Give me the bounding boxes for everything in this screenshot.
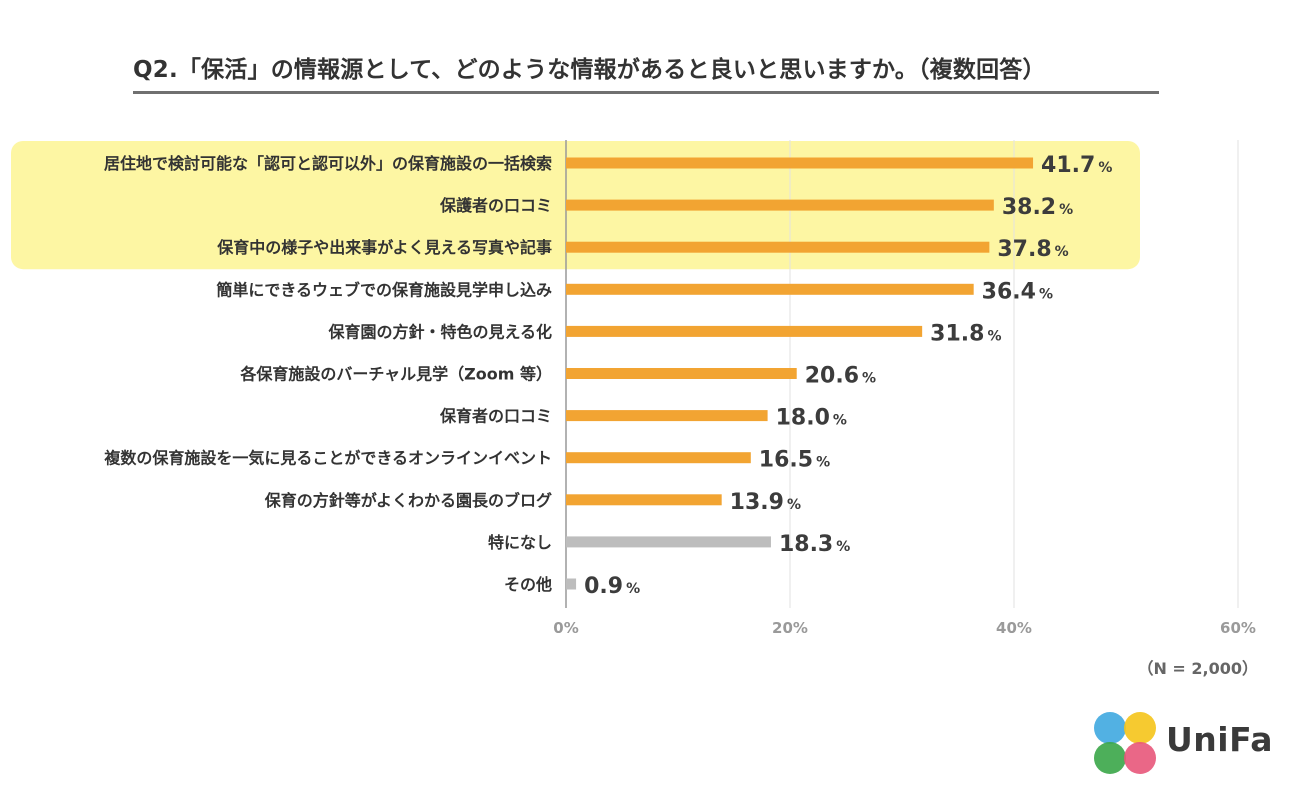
x-tick-label: 0% — [553, 619, 578, 637]
value-label: 37.8% — [997, 237, 1068, 262]
value-label: 38.2% — [1002, 195, 1073, 220]
category-label: 保育中の様子や出来事がよく見える写真や記事 — [216, 238, 552, 257]
sample-size-note: （N = 2,000） — [1137, 659, 1258, 678]
category-label: 保育者の口コミ — [439, 407, 552, 426]
bar — [566, 199, 994, 211]
value-label: 36.4% — [982, 279, 1053, 304]
logo-dot-pink — [1124, 742, 1156, 774]
bar — [566, 283, 974, 295]
value-label: 16.5% — [759, 448, 830, 473]
x-tick-label: 20% — [772, 619, 808, 637]
category-label: 簡単にできるウェブでの保育施設見学申し込み — [215, 280, 552, 299]
bar — [566, 325, 923, 337]
value-label: 31.8% — [930, 321, 1001, 346]
logo-dots-icon — [1094, 712, 1156, 774]
category-label: 複数の保育施設を一気に見ることができるオンラインイベント — [103, 449, 552, 468]
title-underline — [133, 91, 1159, 94]
value-label: 18.0% — [776, 406, 847, 431]
bar — [566, 157, 1034, 169]
chart-title: Q2.「保活」の情報源として、どのような情報があると良いと思いますか。（複数回答… — [133, 57, 1046, 83]
x-tick-label: 40% — [996, 619, 1032, 637]
bar — [566, 368, 797, 379]
logo-text: UniFa — [1166, 720, 1273, 759]
category-label: 保育園の方針・特色の見える化 — [327, 322, 552, 341]
category-label: 居住地で検討可能な「認可と認可以外」の保育施設の一括検索 — [104, 154, 552, 173]
category-label: 各保育施設のバーチャル見学（Zoom 等） — [239, 365, 552, 384]
value-label: 13.9% — [730, 490, 801, 515]
logo-dot-yellow — [1124, 712, 1156, 744]
value-label: 41.7% — [1041, 153, 1112, 178]
bar — [566, 452, 751, 464]
category-label: 特になし — [488, 533, 552, 552]
bar — [566, 536, 771, 548]
bar — [566, 578, 577, 590]
value-label: 0.9% — [584, 574, 640, 599]
logo-dot-blue — [1094, 712, 1126, 744]
category-label: その他 — [504, 575, 552, 594]
category-label: 保育の方針等がよくわかる園長のブログ — [264, 491, 552, 510]
x-tick-label: 60% — [1220, 619, 1256, 637]
bar — [566, 410, 768, 422]
logo-dot-green — [1094, 742, 1126, 774]
bar — [566, 494, 722, 506]
bar — [566, 241, 990, 253]
unifa-logo: UniFa — [1092, 712, 1272, 776]
value-label: 18.3% — [779, 532, 850, 557]
category-label: 保護者の口コミ — [439, 196, 552, 215]
value-label: 20.6% — [805, 364, 876, 389]
